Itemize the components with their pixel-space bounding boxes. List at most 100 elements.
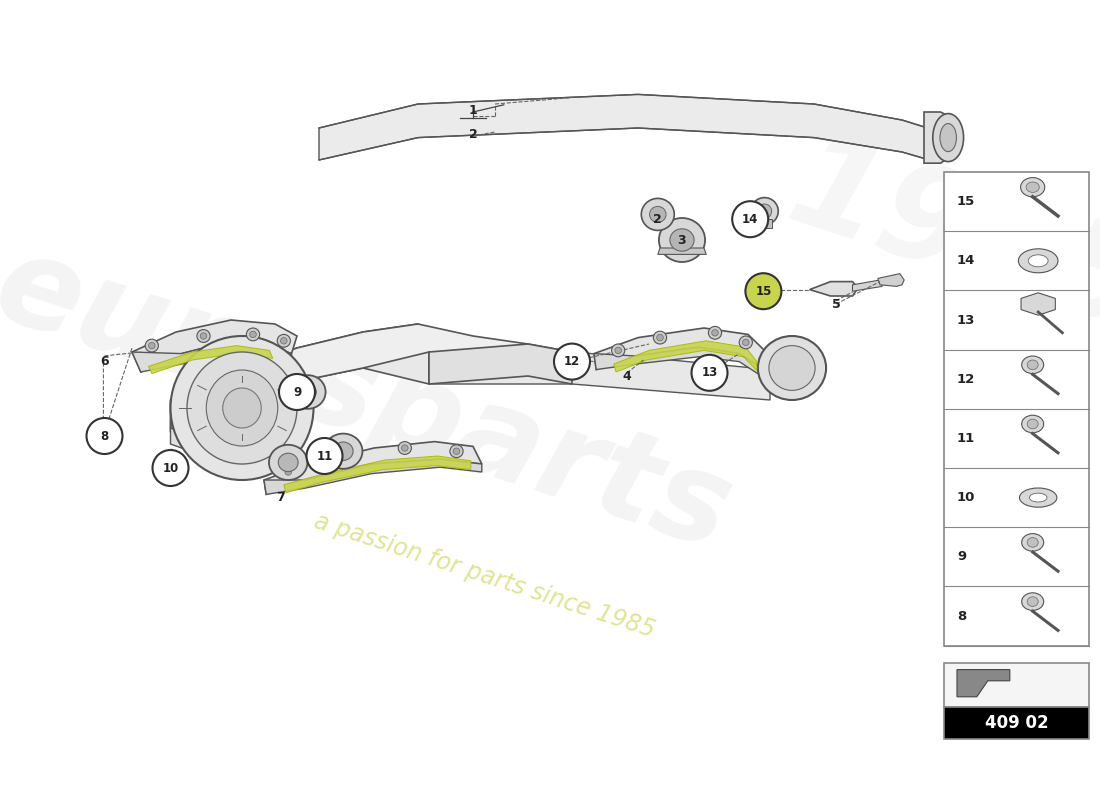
Polygon shape (429, 352, 770, 400)
Polygon shape (878, 274, 904, 286)
Polygon shape (924, 112, 962, 163)
Polygon shape (132, 320, 297, 372)
Circle shape (307, 438, 342, 474)
Ellipse shape (148, 342, 155, 349)
Polygon shape (810, 282, 858, 296)
Ellipse shape (1030, 493, 1047, 502)
Circle shape (87, 418, 122, 454)
Ellipse shape (1019, 249, 1058, 273)
Ellipse shape (615, 347, 622, 354)
Ellipse shape (285, 469, 292, 475)
Polygon shape (319, 94, 940, 163)
Ellipse shape (170, 336, 314, 480)
Text: 3: 3 (678, 234, 686, 246)
Text: 11: 11 (957, 432, 976, 445)
Ellipse shape (742, 339, 749, 346)
Polygon shape (170, 324, 572, 410)
Text: 9: 9 (293, 386, 301, 398)
Ellipse shape (739, 336, 752, 349)
Ellipse shape (670, 229, 694, 251)
Ellipse shape (1027, 360, 1038, 370)
Ellipse shape (338, 454, 344, 461)
Ellipse shape (250, 331, 256, 338)
Ellipse shape (453, 448, 460, 454)
Ellipse shape (750, 198, 779, 225)
Polygon shape (757, 219, 772, 228)
Text: 8: 8 (100, 430, 109, 442)
Bar (944, 663, 1089, 707)
Ellipse shape (277, 334, 290, 347)
Ellipse shape (207, 370, 277, 446)
Text: 13: 13 (957, 314, 976, 326)
Ellipse shape (757, 204, 772, 218)
Ellipse shape (1028, 254, 1048, 266)
Ellipse shape (933, 114, 964, 162)
Ellipse shape (402, 445, 408, 451)
Polygon shape (429, 344, 572, 384)
Ellipse shape (939, 123, 956, 152)
Ellipse shape (769, 346, 815, 390)
Polygon shape (148, 346, 273, 374)
Text: 10: 10 (163, 462, 178, 474)
Ellipse shape (1027, 538, 1038, 547)
Circle shape (554, 344, 590, 379)
Ellipse shape (323, 434, 363, 469)
Circle shape (733, 202, 768, 238)
Ellipse shape (290, 375, 326, 409)
Ellipse shape (300, 384, 317, 400)
Text: 2: 2 (469, 128, 477, 141)
Polygon shape (594, 328, 764, 370)
Ellipse shape (268, 445, 307, 480)
Circle shape (692, 354, 727, 390)
Text: 6: 6 (100, 355, 109, 368)
Polygon shape (264, 442, 482, 494)
Ellipse shape (200, 333, 207, 339)
Text: 14: 14 (957, 254, 976, 267)
Ellipse shape (222, 388, 262, 428)
Ellipse shape (187, 352, 297, 464)
Text: 15: 15 (957, 195, 976, 208)
Text: 4: 4 (623, 370, 631, 382)
Ellipse shape (659, 218, 705, 262)
Ellipse shape (657, 334, 663, 341)
Ellipse shape (282, 466, 295, 478)
Text: 12: 12 (564, 355, 580, 368)
Circle shape (153, 450, 188, 486)
Text: 14: 14 (742, 213, 758, 226)
Polygon shape (614, 341, 757, 372)
Text: 8: 8 (957, 610, 966, 622)
Polygon shape (1021, 293, 1055, 315)
Ellipse shape (398, 442, 411, 454)
Text: 13: 13 (702, 366, 717, 379)
Ellipse shape (1027, 419, 1038, 429)
Text: 9: 9 (957, 550, 966, 563)
Text: 11: 11 (317, 450, 332, 462)
Ellipse shape (1022, 356, 1044, 374)
Ellipse shape (334, 451, 348, 464)
Ellipse shape (708, 326, 722, 339)
Text: 1: 1 (469, 104, 477, 117)
Polygon shape (658, 248, 706, 254)
Bar (944, 707, 1089, 739)
Text: a passion for parts since 1985: a passion for parts since 1985 (310, 510, 658, 642)
Ellipse shape (197, 330, 210, 342)
Ellipse shape (1026, 182, 1039, 193)
Polygon shape (957, 670, 1010, 697)
Ellipse shape (1022, 534, 1044, 551)
Ellipse shape (278, 453, 298, 472)
Ellipse shape (712, 330, 718, 336)
Ellipse shape (649, 206, 666, 222)
Ellipse shape (333, 442, 353, 460)
Text: 10: 10 (957, 491, 976, 504)
Ellipse shape (1022, 593, 1044, 610)
Ellipse shape (758, 336, 826, 400)
Text: 7: 7 (276, 491, 285, 504)
Ellipse shape (280, 338, 287, 344)
Text: 2: 2 (653, 213, 662, 226)
Text: 15: 15 (756, 285, 771, 298)
Text: 1985: 1985 (773, 123, 1100, 357)
Circle shape (279, 374, 315, 410)
Polygon shape (132, 342, 292, 372)
Polygon shape (170, 324, 429, 432)
Ellipse shape (653, 331, 667, 344)
